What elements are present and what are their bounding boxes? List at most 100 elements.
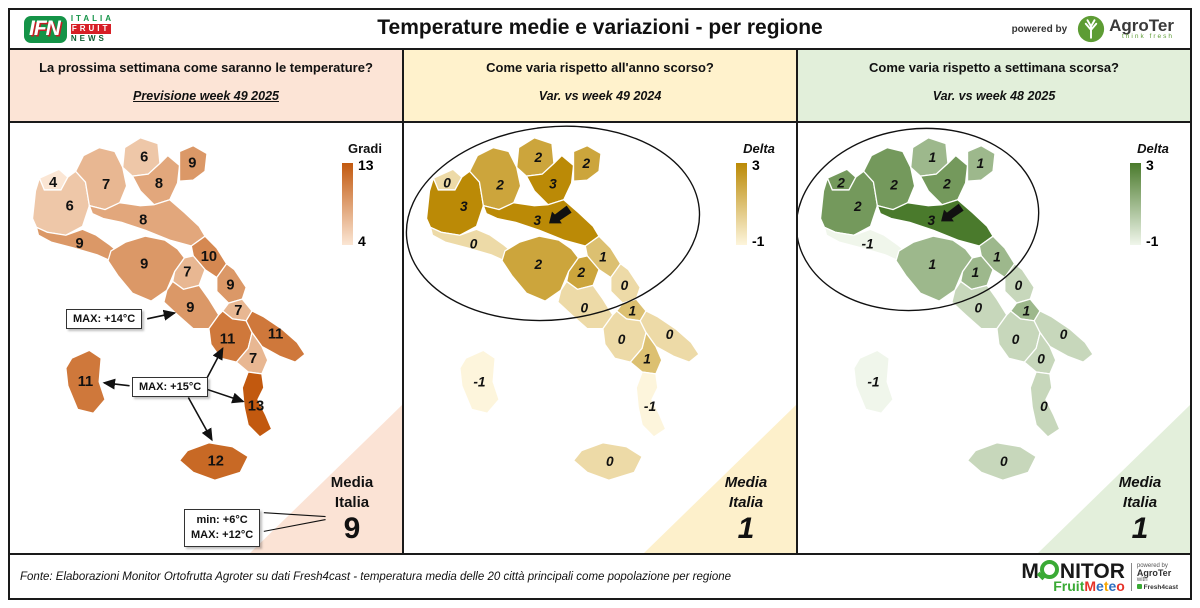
title-bar: IFN ITALIA FRUIT NEWS Temperature medie … <box>10 10 1190 50</box>
media-word-2: Italia <box>1122 494 1158 511</box>
agroter-logo: AgroTer think fresh <box>1077 15 1174 43</box>
region-puglia <box>639 310 700 363</box>
page-title: Temperature medie e variazioni - per reg… <box>377 16 823 39</box>
region-calabria <box>1029 371 1061 438</box>
region-value-piemonte: 2 <box>853 199 862 214</box>
panel-forecast-question: La prossima settimana come saranno le te… <box>39 60 373 75</box>
panel-vs-week-map-area: 2 2 2 1 2 1 -1 3 1 1 1 0 0 1 0 0 0 0 0 -1 Delta 3 -1 Media … <box>798 125 1190 553</box>
region-value-campania: 0 <box>1012 332 1020 347</box>
panel-vs-year-map-area: 0 3 2 2 3 2 0 3 2 1 2 0 0 1 0 0 1 -1 0 -1 Delta 3 -1 Media … <box>404 125 796 553</box>
ifn-logo-fruit: FRUIT <box>70 24 112 34</box>
panel-vs-year-subtitle: Var. vs week 49 2024 <box>538 89 662 103</box>
region-sicilia <box>966 442 1037 481</box>
region-value-trentino: 1 <box>928 150 936 165</box>
media-italia-block: Media Italia 1 <box>1094 473 1186 545</box>
region-value-valle-daosta: 0 <box>443 176 451 191</box>
region-lombardia <box>468 146 522 211</box>
region-value-piemonte: 3 <box>460 199 468 214</box>
media-italia-value: 1 <box>737 512 755 545</box>
footer-bar: Fonte: Elaborazioni Monitor Ortofrutta A… <box>10 553 1190 598</box>
callout-max-12: MAX: +12°C <box>191 529 254 541</box>
region-value-marche: 1 <box>993 249 1001 264</box>
region-value-campania: 11 <box>220 331 236 347</box>
emilia-pointer-arrow-icon <box>941 203 964 222</box>
region-sardegna <box>65 349 106 415</box>
region-abruzzo <box>610 262 641 304</box>
panel-forecast: La prossima settimana come saranno le te… <box>10 50 404 553</box>
region-value-sardegna: -1 <box>473 374 485 389</box>
agroter-name: AgroTer <box>1109 15 1174 35</box>
panel-vs-week: Come varia rispetto a settimana scorsa? … <box>798 50 1190 553</box>
fresh4cast-icon <box>1136 583 1142 589</box>
region-value-liguria: -1 <box>861 237 873 252</box>
legend-max-value: 13 <box>358 157 374 173</box>
magnifier-icon <box>1039 560 1059 579</box>
region-abruzzo <box>216 262 247 304</box>
region-value-liguria: 9 <box>75 236 83 252</box>
region-value-lombardia: 2 <box>889 178 898 193</box>
region-value-umbria: 7 <box>183 265 191 281</box>
region-value-lombardia: 2 <box>495 178 504 193</box>
region-sardegna <box>853 349 894 415</box>
ifn-logo: IFN ITALIA FRUIT NEWS <box>24 14 114 44</box>
region-value-trentino: 2 <box>533 150 542 165</box>
region-value-veneto: 2 <box>942 177 951 192</box>
region-value-veneto: 8 <box>155 176 163 192</box>
region-value-molise: 1 <box>629 303 637 318</box>
panel-vs-week-header: Come varia rispetto a settimana scorsa? … <box>798 50 1190 123</box>
region-marche <box>978 235 1016 279</box>
region-marche <box>190 235 228 279</box>
region-friuli <box>572 144 602 182</box>
region-emilia <box>876 199 994 247</box>
legend-min-value: 4 <box>358 233 366 249</box>
powered-by-label: powered by <box>1011 23 1068 35</box>
region-value-sardegna: -1 <box>867 374 879 389</box>
footer-agroter-label: AgroTer <box>1136 567 1172 578</box>
region-value-calabria: 0 <box>1040 399 1048 414</box>
region-sardegna <box>459 349 500 415</box>
region-value-toscana: 9 <box>140 257 148 273</box>
legend-min-value: -1 <box>1146 233 1159 249</box>
panel-vs-year-header: Come varia rispetto all'anno scorso? Var… <box>404 50 796 123</box>
region-value-sicilia: 12 <box>208 453 224 469</box>
media-word-1: Media <box>330 474 374 491</box>
region-puglia <box>1033 310 1094 363</box>
region-value-calabria: -1 <box>644 399 656 414</box>
ifn-logo-abbr: IFN <box>24 15 67 43</box>
region-lombardia <box>74 146 128 211</box>
monitor-fruitmeteo-logo: M NITOR FruitMeteo powered by AgroTer wit… <box>1021 559 1190 594</box>
media-italia-block: Media Italia 9 <box>306 473 398 545</box>
region-value-emilia: 3 <box>533 213 541 228</box>
callout-min-6: min: +6°C <box>196 514 248 526</box>
region-value-molise: 7 <box>234 303 242 319</box>
media-italia-block: Media Italia 1 <box>700 473 792 545</box>
agroter-tagline: think fresh <box>1122 32 1174 40</box>
region-friuli <box>178 144 208 182</box>
panel-vs-week-subtitle: Var. vs week 48 2025 <box>932 89 1056 103</box>
legend-title: Delta <box>1137 141 1169 156</box>
region-value-marche: 10 <box>201 249 217 265</box>
north-highlight-ellipse <box>405 125 701 322</box>
region-value-valle-daosta: 4 <box>49 175 58 191</box>
media-italia-value: 1 <box>1131 512 1149 545</box>
region-value-piemonte: 6 <box>66 199 74 215</box>
footer-fresh4cast-label: Fresh4cast <box>1136 583 1178 591</box>
panel-vs-year: Come varia rispetto all'anno scorso? Var… <box>404 50 798 553</box>
panel-forecast-map-area: 4 6 7 6 8 9 9 8 9 10 7 9 9 7 11 11 7 13 12 11 Gradi 13 <box>10 125 402 553</box>
powered-by-block: powered by AgroTer think fresh <box>1012 15 1174 43</box>
panel-vs-year-question: Come varia rispetto all'anno scorso? <box>486 60 714 75</box>
region-value-abruzzo: 0 <box>1015 278 1023 293</box>
media-word-1: Media <box>724 474 768 491</box>
north-highlight-ellipse <box>798 127 1040 312</box>
legend-gradient-bar <box>1130 163 1141 245</box>
ifn-logo-news: NEWS <box>70 34 107 43</box>
region-value-sicilia: 0 <box>606 454 614 469</box>
region-veneto <box>919 154 969 206</box>
region-marche <box>584 235 622 279</box>
callout-max-14: MAX: +14°C <box>66 309 143 329</box>
region-value-abruzzo: 0 <box>621 278 629 293</box>
region-value-valle-daosta: 2 <box>836 176 845 191</box>
region-puglia <box>245 310 306 363</box>
media-word-2: Italia <box>728 494 764 511</box>
